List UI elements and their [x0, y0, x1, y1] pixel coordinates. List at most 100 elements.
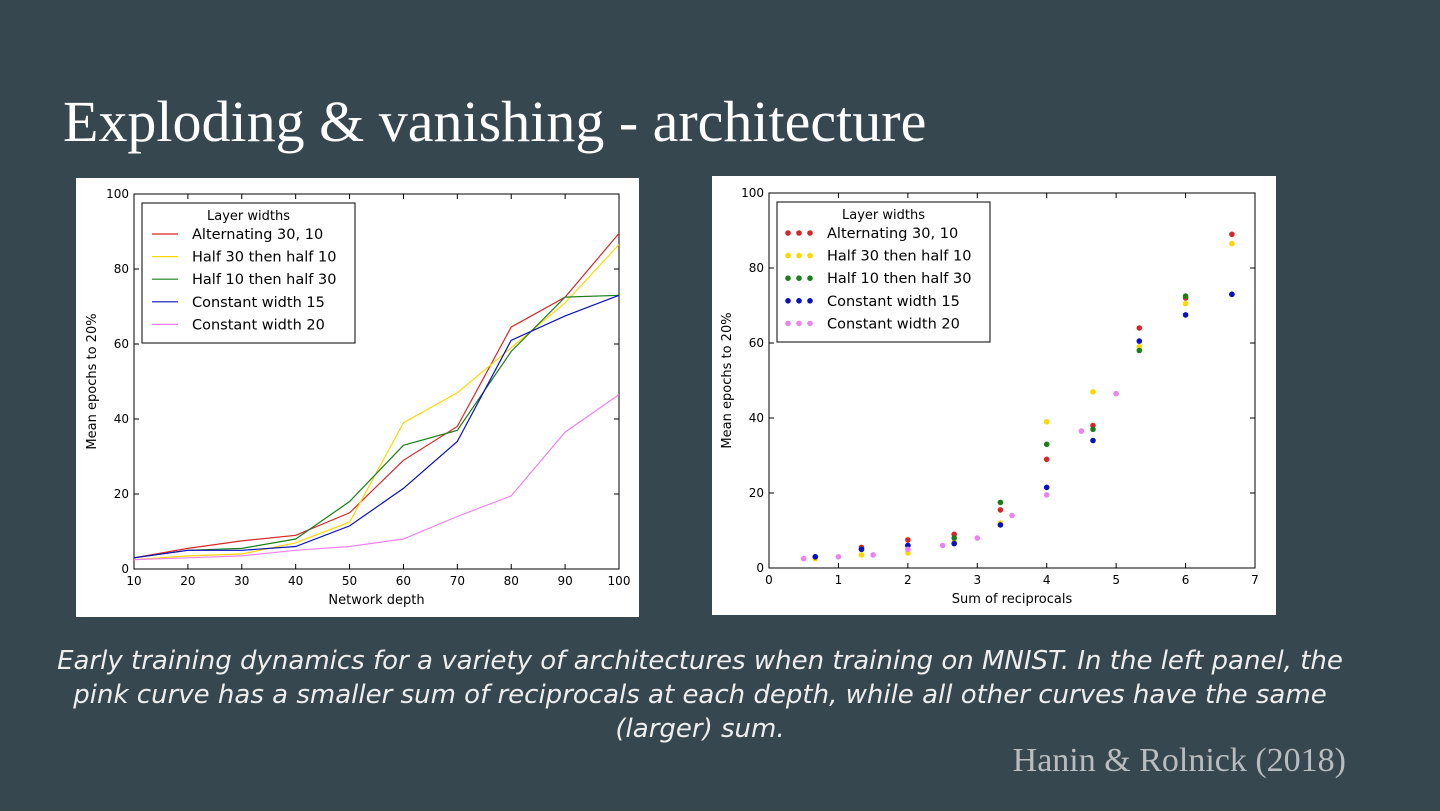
y-tick-label: 40 [114, 412, 129, 426]
series-line [133, 244, 620, 561]
data-point [1043, 484, 1050, 491]
legend-title: Layer widths [842, 208, 925, 223]
x-tick-label: 90 [557, 574, 572, 588]
legend-swatch-point [796, 230, 802, 236]
data-point [1136, 338, 1143, 344]
data-point [1182, 300, 1189, 307]
series-line [133, 233, 620, 559]
data-point [1136, 325, 1143, 331]
data-point [1229, 231, 1235, 238]
y-tick-label: 60 [114, 337, 129, 351]
citation: Hanin & Rolnick (2018) [1012, 742, 1346, 779]
legend-entry-label: Constant width 15 [827, 294, 960, 310]
data-point [858, 546, 865, 553]
data-point [800, 555, 807, 562]
x-tick-label: 10 [126, 574, 141, 588]
y-tick-label: 40 [749, 411, 764, 425]
legend-swatch-point [785, 298, 791, 304]
x-tick-label: 50 [342, 574, 357, 588]
data-point [1090, 437, 1096, 444]
line-chart: 10 20 30 40 50 60 70 80 90 100 0 20 40 60 80 100 Network… [85, 187, 631, 608]
legend-swatch-point [807, 230, 813, 236]
x-axis-label: Sum of reciprocals [952, 592, 1073, 607]
legend-entry-label: Half 30 then half 10 [192, 250, 336, 266]
x-tick-label: 80 [504, 574, 519, 588]
x-axis-label: Network depth [328, 593, 424, 608]
data-point [1043, 441, 1050, 448]
data-point [1043, 492, 1050, 498]
legend-swatch-point [796, 252, 802, 259]
y-tick-label: 0 [756, 561, 764, 575]
x-tick-label: 5 [1112, 573, 1120, 587]
x-tick-label: 6 [1182, 573, 1190, 587]
data-point [1043, 419, 1050, 425]
legend-title: Layer widths [207, 209, 290, 224]
data-point [1090, 426, 1096, 433]
x-tick-label: 20 [180, 574, 195, 588]
legend-swatch-point [785, 252, 791, 259]
scatter-chart: 0 1 2 3 4 5 6 7 0 20 40 60 80 100 Sum of reciprocals Me… [720, 186, 1259, 607]
data-point [812, 554, 819, 560]
series-line [133, 394, 620, 561]
x-tick-label: 40 [288, 574, 303, 588]
legend-swatch-point [807, 298, 813, 304]
legend-swatch-point [796, 275, 802, 281]
x-tick-label: 70 [450, 574, 465, 588]
data-point [1182, 312, 1189, 318]
y-axis-label: Mean epochs to 20% [720, 312, 735, 448]
y-axis-label: Mean epochs to 20% [85, 313, 100, 449]
data-point [1113, 390, 1119, 397]
legend-swatch-point [796, 298, 802, 304]
plot-frame [768, 192, 1256, 569]
legend-swatch-point [785, 275, 791, 281]
data-point [997, 499, 1004, 506]
series-line [133, 294, 620, 559]
data-point [905, 546, 911, 553]
data-point [939, 542, 946, 549]
legend-swatch-point [807, 252, 813, 259]
x-tick-label: 30 [234, 574, 249, 588]
data-point [951, 540, 957, 547]
legend-swatch-point [785, 320, 791, 327]
y-tick-label: 20 [114, 487, 129, 501]
legend-swatch-point [807, 275, 813, 281]
legend-swatch-point [796, 320, 802, 327]
y-tick-label: 20 [749, 486, 764, 500]
x-tick-label: 2 [904, 573, 912, 587]
legend-entry-label: Half 30 then half 10 [827, 249, 971, 265]
y-tick-label: 80 [114, 262, 129, 276]
data-point [1136, 347, 1143, 354]
data-point [997, 507, 1004, 513]
legend-box [141, 202, 356, 344]
plot-frame [133, 193, 620, 570]
legend-entry-label: Half 10 then half 30 [827, 271, 971, 287]
x-tick-label: 7 [1251, 573, 1259, 587]
data-point [1229, 240, 1235, 247]
series-line [133, 294, 620, 559]
legend-swatch-point [785, 230, 791, 236]
y-tick-label: 100 [106, 187, 129, 201]
legend-entry-label: Alternating 30, 10 [827, 226, 958, 242]
y-tick-label: 60 [749, 336, 764, 350]
data-point [835, 554, 842, 560]
x-tick-label: 4 [1043, 573, 1051, 587]
legend-entry-label: Constant width 20 [827, 316, 960, 332]
y-tick-label: 80 [749, 261, 764, 275]
x-tick-label: 100 [608, 574, 631, 588]
legend-entry-label: Constant width 15 [192, 295, 325, 311]
x-tick-label: 3 [973, 573, 981, 587]
x-tick-label: 1 [835, 573, 843, 587]
data-point [905, 537, 911, 543]
x-tick-label: 60 [396, 574, 411, 588]
slide-title: Exploding & vanishing - architecture [63, 89, 927, 154]
legend-entry-label: Alternating 30, 10 [192, 227, 323, 243]
slide-caption: Early training dynamics for a variety of… [57, 646, 1343, 744]
legend-entry-label: Constant width 20 [192, 317, 325, 333]
data-point [1009, 512, 1015, 519]
data-point [1229, 291, 1235, 298]
x-tick-label: 0 [765, 573, 773, 587]
data-point [1182, 293, 1189, 299]
data-point [1078, 428, 1085, 434]
data-point [997, 522, 1004, 528]
data-point [870, 552, 876, 558]
